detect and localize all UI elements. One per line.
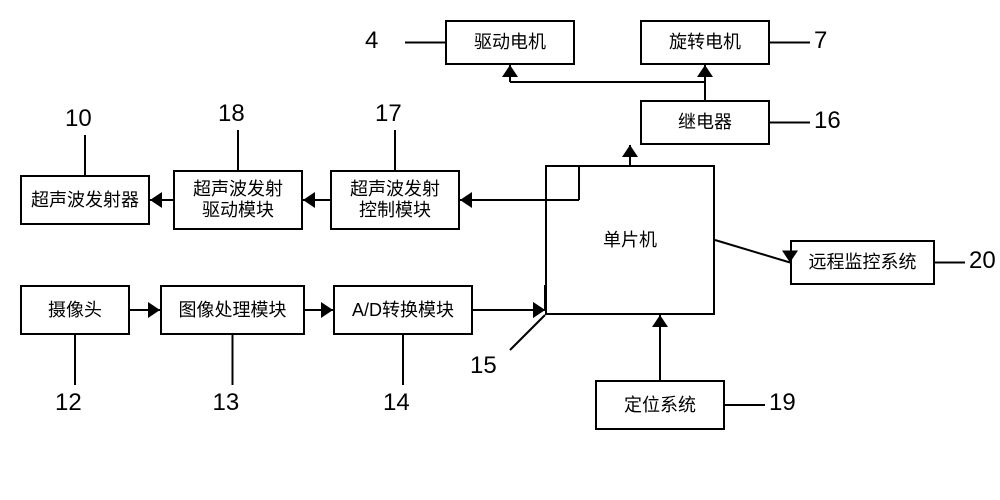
node-n12: 摄像头 (20, 285, 130, 335)
ext-label-18: 18 (218, 100, 245, 128)
ext-label-4: 4 (365, 27, 378, 55)
ext-label-17: 17 (375, 100, 402, 128)
node-n15: 单片机 (545, 165, 715, 315)
node-n16: 继电器 (640, 100, 770, 145)
node-n14: A/D转换模块 (333, 285, 473, 335)
ext-label-20: 20 (969, 247, 996, 275)
ext-label-14: 14 (383, 389, 410, 417)
node-n4: 驱动电机 (445, 20, 575, 65)
ext-label-19: 19 (769, 389, 796, 417)
node-n20: 远程监控系统 (790, 240, 935, 285)
ext-label-16: 16 (814, 107, 841, 135)
ext-label-7: 7 (814, 27, 827, 55)
node-n10: 超声波发射器 (20, 175, 150, 225)
node-n13: 图像处理模块 (160, 285, 305, 335)
ext-label-15: 15 (470, 352, 497, 380)
node-n19: 定位系统 (595, 380, 725, 430)
node-n17: 超声波发射控制模块 (330, 170, 460, 230)
node-n18: 超声波发射驱动模块 (173, 170, 303, 230)
ext-label-10: 10 (65, 105, 92, 133)
ext-label-13: 13 (213, 389, 240, 417)
node-n7: 旋转电机 (640, 20, 770, 65)
ext-label-12: 12 (55, 389, 82, 417)
